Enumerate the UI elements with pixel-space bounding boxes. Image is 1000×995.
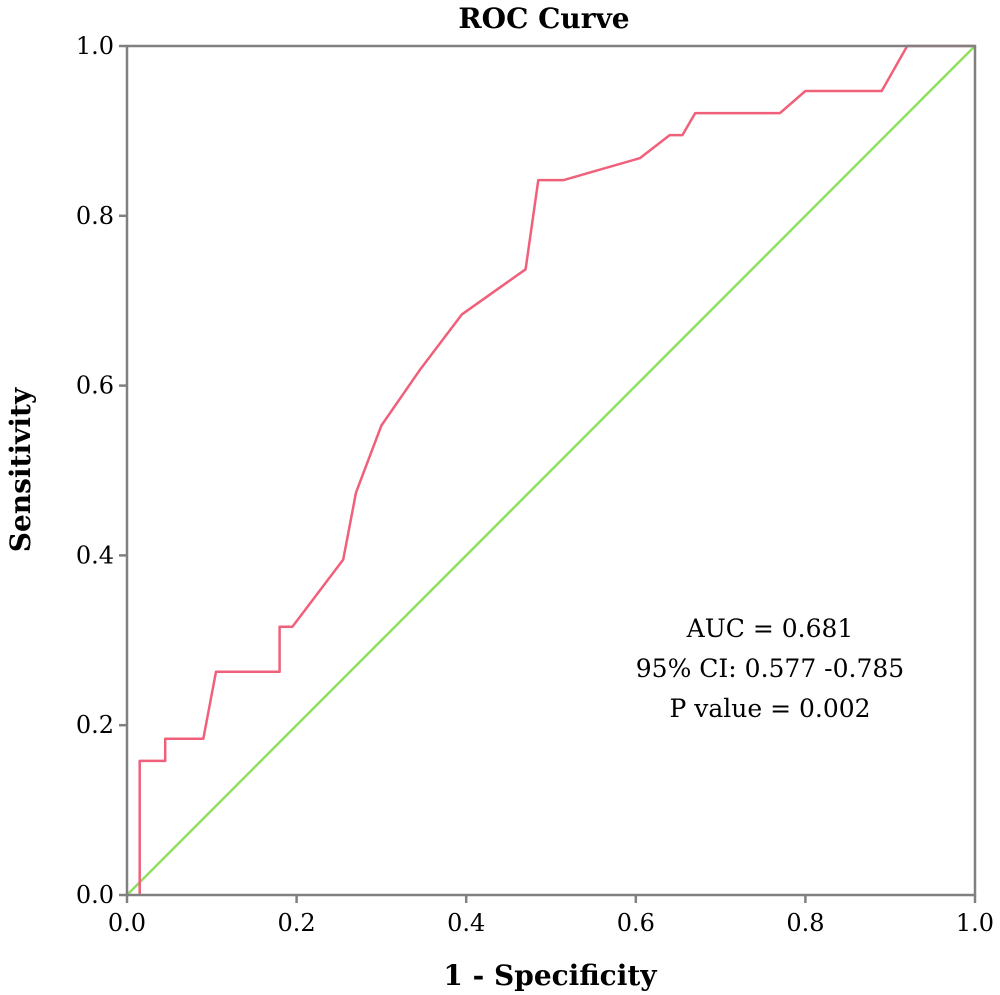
y-tick-label: 0.8 [76,202,114,230]
y-tick-label: 0.6 [76,372,114,400]
auc-annotation: AUC = 0.681 [686,614,854,643]
x-tick-label: 0.6 [617,909,655,937]
y-tick-label: 0.4 [76,541,114,569]
plot-area [125,44,977,897]
x-tick-label: 0.0 [108,909,146,937]
x-tick-label: 0.2 [278,909,316,937]
chart-title: ROC Curve [458,2,629,35]
plot-frame [125,44,977,897]
roc-curve-line [138,44,975,895]
y-tick-label: 0.0 [76,881,114,909]
p-value-annotation: P value = 0.002 [669,694,870,723]
annotation-box: AUC = 0.681 95% CI: 0.577 -0.785 P value… [636,614,904,723]
y-tick-label: 1.0 [76,32,114,60]
x-tick-label: 0.4 [447,909,485,937]
ci-annotation: 95% CI: 0.577 -0.785 [636,654,904,683]
y-axis-label: Sensitivity [4,387,37,552]
x-tick-label: 0.8 [786,909,824,937]
x-axis-label: 1 - Specificity [443,959,657,992]
y-tick-label: 0.2 [76,711,114,739]
x-tick-label: 1.0 [956,909,994,937]
axis-ticks: 0.0 0.2 0.4 0.6 0.8 1.0 0.0 0.2 0.4 0.6 0.8 1.0 [76,32,994,937]
reference-diagonal-line [126,45,976,896]
